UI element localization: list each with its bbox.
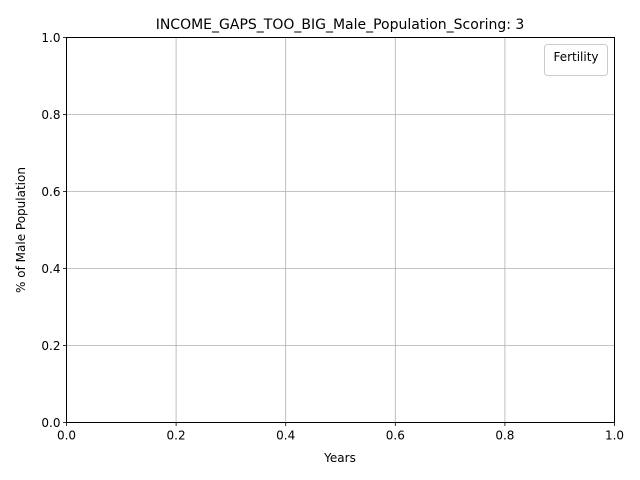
legend-title: Fertility (553, 50, 598, 64)
y-tick-label: 0.2 (41, 339, 60, 353)
x-axis-label: Years (323, 451, 356, 465)
y-axis-label: % of Male Population (14, 167, 28, 293)
legend: Fertility (544, 44, 608, 76)
legend-box (544, 44, 608, 76)
chart-title: INCOME_GAPS_TOO_BIG_Male_Population_Scor… (156, 17, 525, 33)
y-tick-label: 0.8 (41, 108, 60, 122)
y-axis: 0.0 0.2 0.4 0.6 0.8 1.0 (41, 31, 67, 430)
x-tick-label: 0.2 (167, 429, 186, 443)
y-tick-label: 0.6 (41, 185, 60, 199)
x-tick-label: 1.0 (605, 429, 624, 443)
x-tick-label: 0.4 (276, 429, 295, 443)
x-axis: 0.0 0.2 0.4 0.6 0.8 1.0 (57, 422, 624, 443)
x-tick-label: 0.0 (57, 429, 76, 443)
plot-frame (66, 37, 615, 423)
x-tick-label: 0.8 (495, 429, 514, 443)
x-tick-label: 0.6 (386, 429, 405, 443)
grid (66, 37, 615, 423)
y-tick-label: 0.4 (41, 262, 60, 276)
y-tick-label: 0.0 (41, 416, 60, 430)
y-tick-label: 1.0 (41, 31, 60, 45)
